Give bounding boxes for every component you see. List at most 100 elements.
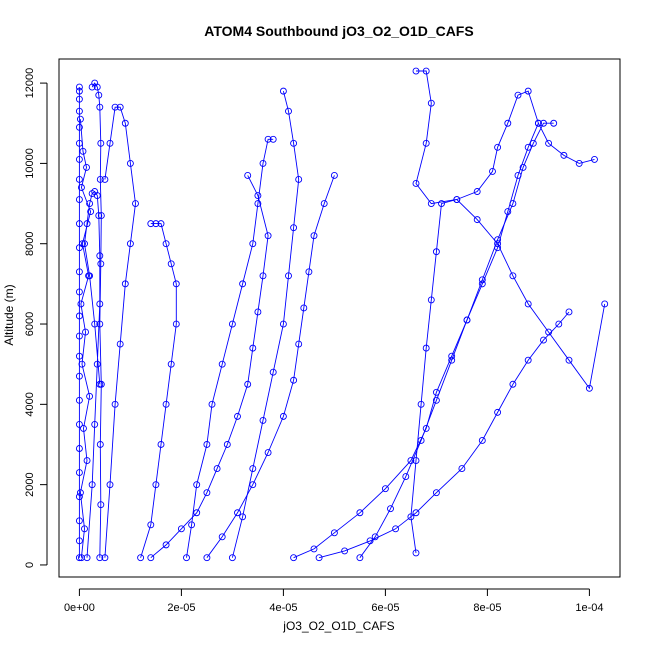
data-point [509, 380, 517, 388]
data-point [453, 196, 461, 203]
series-group [81, 188, 104, 562]
data-point [412, 180, 420, 187]
series-group [315, 308, 573, 562]
y-tick-label: 12000 [24, 68, 36, 99]
x-tick-label: 4e-05 [269, 602, 297, 614]
data-point [249, 344, 257, 352]
data-point [504, 119, 512, 127]
data-point [290, 224, 298, 232]
data-point [524, 300, 532, 308]
data-point [208, 400, 216, 408]
data-point [75, 445, 83, 452]
data-point [97, 380, 105, 388]
data-point [137, 554, 145, 562]
data-point [167, 260, 175, 268]
data-point [75, 537, 83, 545]
data-point [473, 216, 481, 224]
data-point [218, 533, 226, 541]
data-point [223, 441, 231, 448]
chart-title: ATOM4 Southbound jO3_O2_O1D_CAFS [204, 23, 473, 39]
data-point [228, 554, 236, 562]
data-point [126, 159, 134, 167]
data-point [183, 554, 190, 562]
data-point [96, 441, 104, 448]
data-point [458, 465, 466, 473]
data-point [147, 554, 155, 562]
data-point [83, 163, 90, 171]
data-point [203, 489, 211, 497]
data-point [75, 123, 83, 131]
data-point [534, 119, 542, 127]
data-point [412, 457, 420, 465]
data-point [259, 416, 267, 424]
data-point [432, 489, 440, 497]
data-point [259, 272, 267, 280]
data-point [279, 87, 287, 95]
series-group [356, 119, 558, 562]
data-point [494, 240, 502, 248]
x-axis-label: jO3_O2_O1D_CAFS [282, 619, 394, 633]
data-point [152, 220, 160, 228]
data-point [75, 288, 83, 296]
data-point [121, 280, 129, 288]
data-point [86, 272, 94, 280]
data-point [96, 554, 104, 562]
data-point [254, 308, 262, 316]
data-point [79, 147, 87, 155]
data-point [86, 200, 94, 208]
data-point [157, 441, 165, 448]
x-axis: 0e+00 2e-05 4e-05 6e-05 8e-05 1e-04 [64, 588, 603, 614]
data-point [81, 525, 88, 533]
data-point [157, 220, 165, 228]
data-point [264, 449, 272, 456]
data-point [412, 509, 420, 517]
data-point [86, 392, 94, 400]
data-point [463, 316, 471, 324]
data-point [75, 469, 83, 477]
x-tick-label: 1e-04 [575, 602, 603, 614]
data-point [75, 95, 83, 103]
data-point [407, 513, 415, 521]
data-point [366, 537, 374, 545]
data-point [295, 340, 303, 348]
data-point [95, 212, 103, 220]
data-point [290, 139, 298, 147]
data-point [290, 554, 298, 562]
y-tick-label: 10000 [24, 148, 36, 179]
data-point [540, 336, 547, 344]
data-point [356, 554, 364, 562]
data-point [75, 220, 83, 228]
data-point [269, 135, 277, 143]
data-point [81, 240, 88, 248]
data-point [111, 103, 119, 111]
data-point [106, 139, 114, 147]
data-point [75, 196, 83, 203]
data-point [290, 376, 298, 384]
data-point [244, 380, 252, 388]
series-group [412, 67, 598, 208]
data-point [75, 332, 83, 340]
y-tick-label: 8000 [24, 231, 36, 255]
data-point [259, 159, 267, 167]
data-point [315, 554, 323, 562]
data-point [234, 509, 241, 517]
data-point [78, 360, 86, 368]
data-point [412, 67, 420, 75]
x-tick-label: 6e-05 [371, 602, 399, 614]
data-point [264, 135, 272, 143]
x-tick-label: 0e+00 [64, 602, 95, 614]
data-point [269, 368, 277, 376]
data-point [412, 549, 420, 557]
data-point [341, 547, 349, 555]
data-point [91, 420, 99, 428]
series-line [140, 223, 177, 558]
series-line [206, 175, 335, 558]
data-point [88, 481, 96, 489]
series-line [84, 190, 101, 558]
series-layer [75, 67, 609, 562]
data-point [381, 485, 389, 493]
data-point [228, 320, 236, 328]
data-point [422, 67, 430, 75]
data-point [96, 103, 104, 111]
